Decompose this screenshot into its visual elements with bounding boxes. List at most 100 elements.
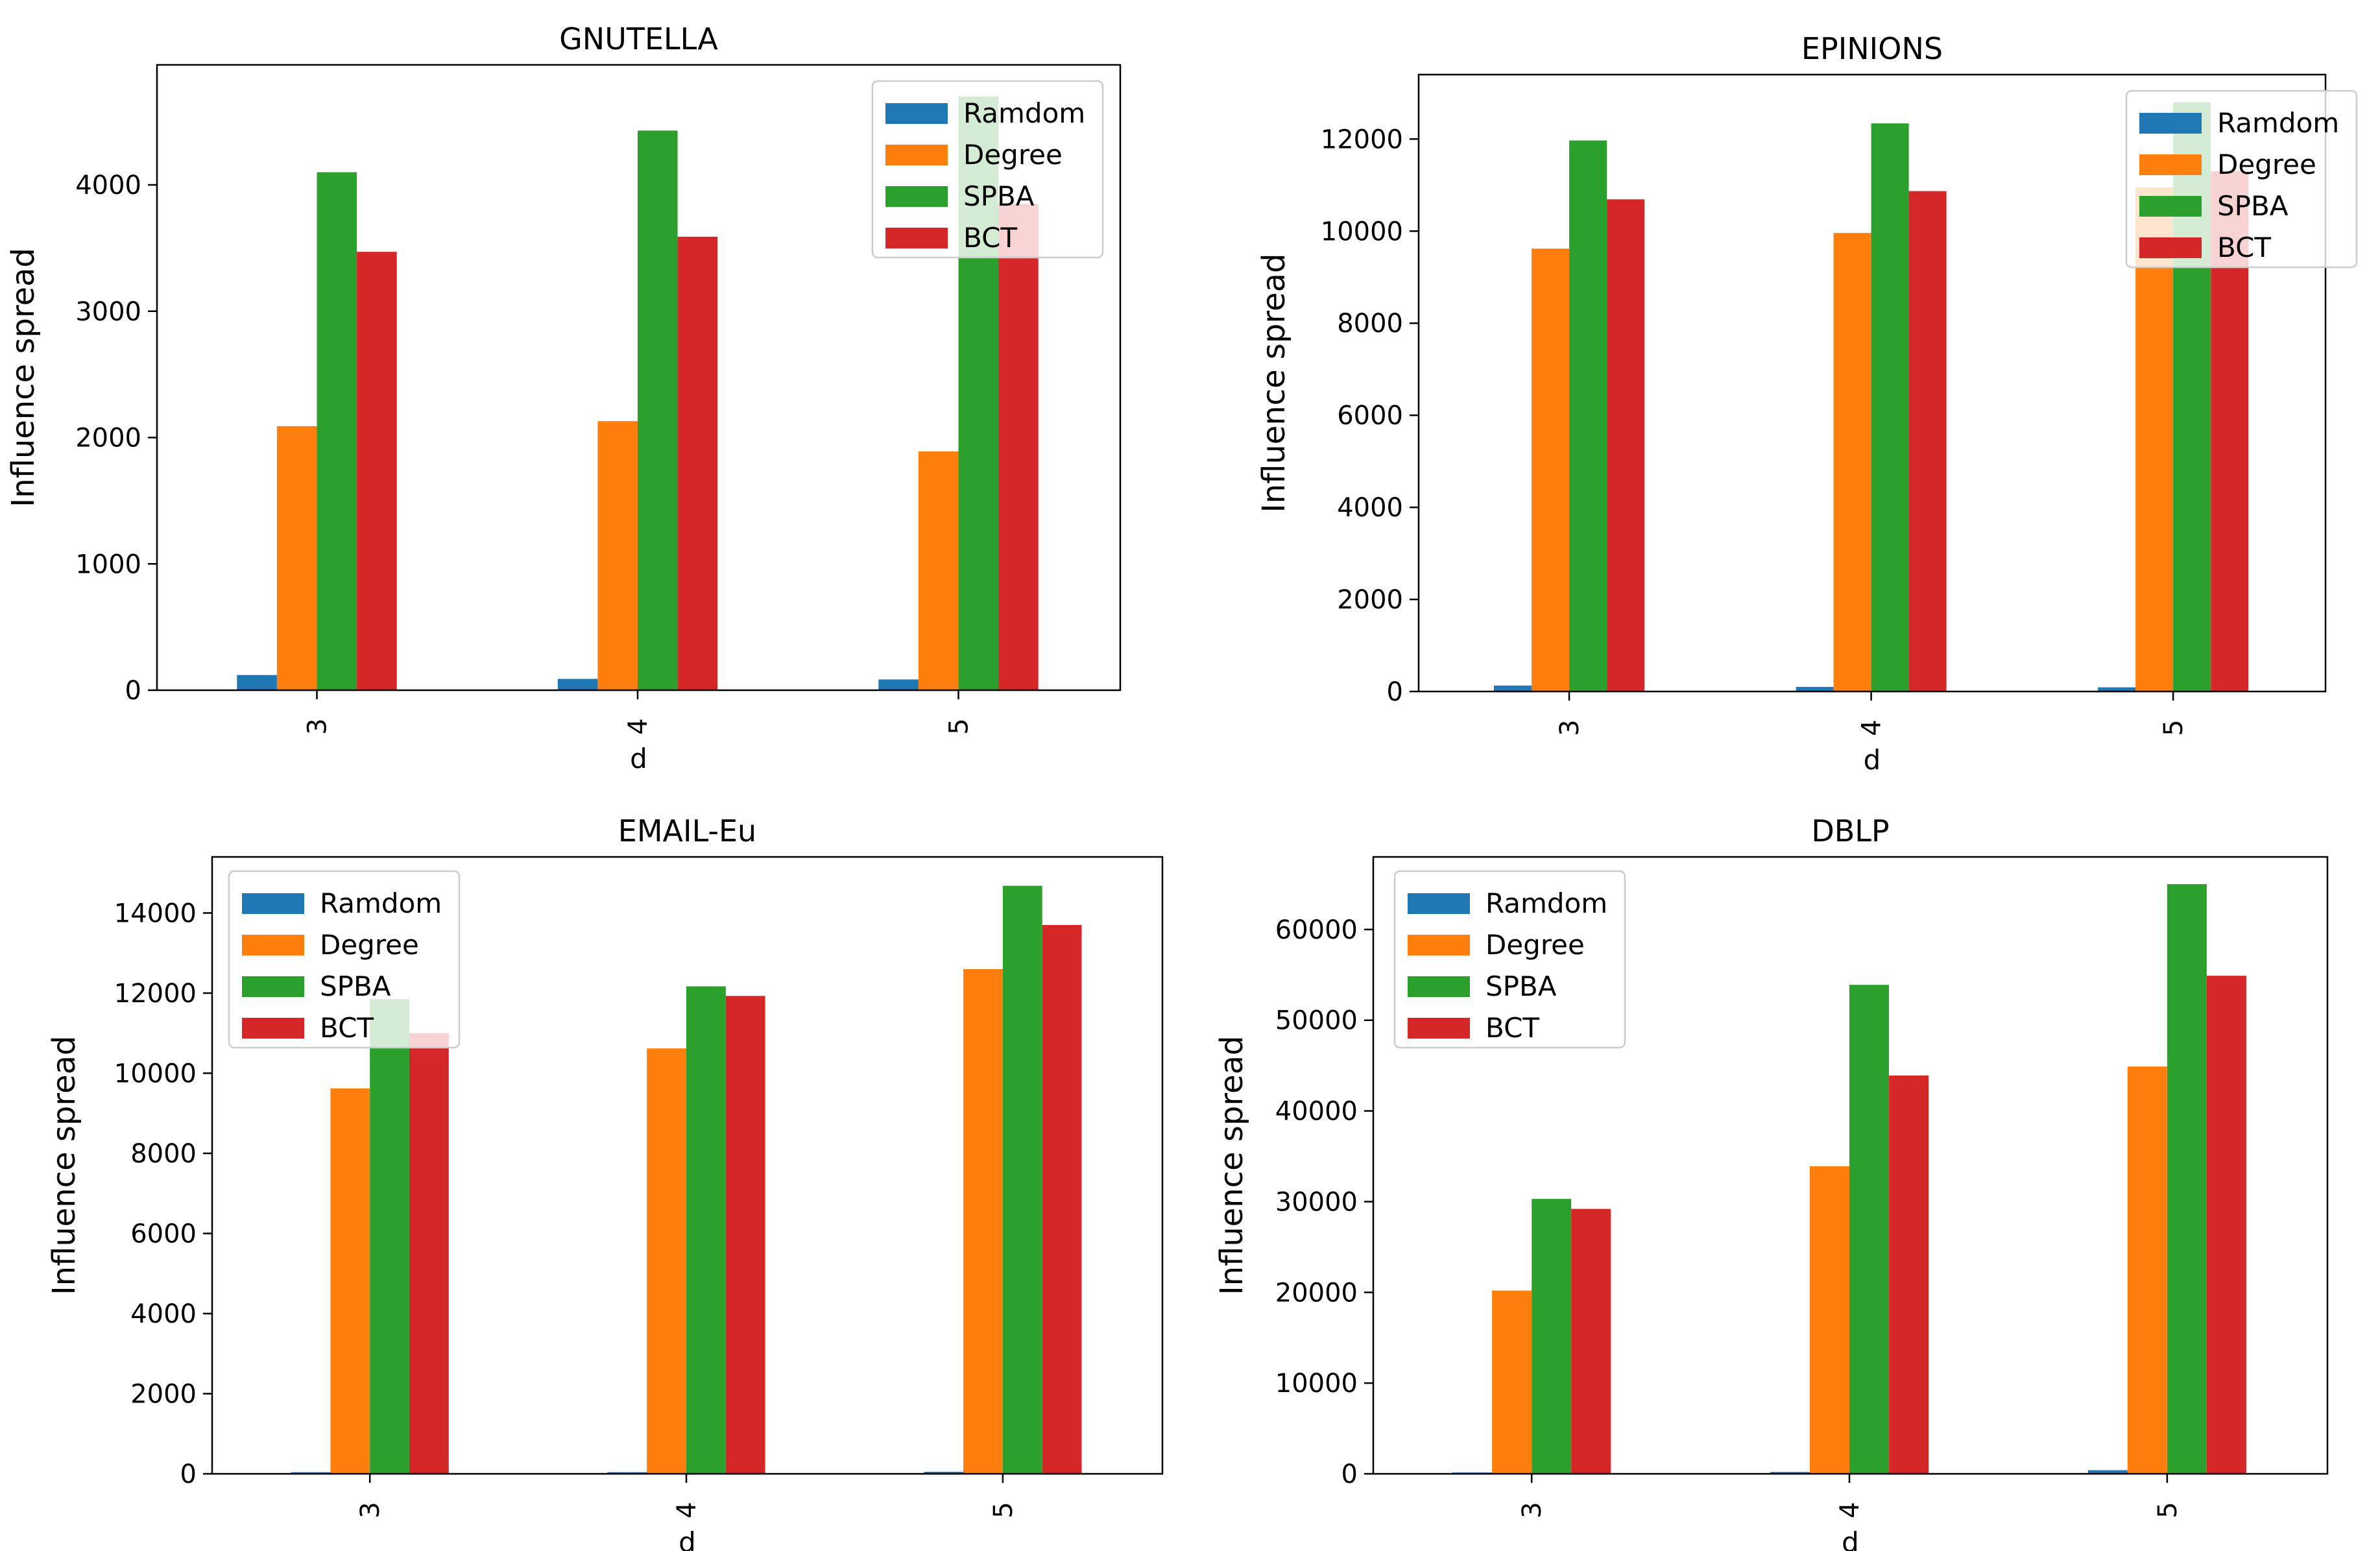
bar-ramdom-d4 [1796, 686, 1834, 691]
bar-degree-d5 [2135, 187, 2174, 691]
legend-swatch-degree [885, 145, 948, 165]
bar-bct-d3 [1571, 1208, 1611, 1474]
y-tick-label: 12000 [114, 979, 197, 1009]
legend-box [228, 870, 461, 1049]
y-tick-label: 3000 [75, 297, 141, 327]
legend-swatch-ramdom [1408, 893, 1470, 914]
bar-spba-d5 [2167, 884, 2207, 1474]
legend-box [871, 80, 1104, 259]
legend-swatch-bct [885, 228, 948, 248]
y-tick-label: 40000 [1275, 1097, 1358, 1127]
chart-title: DBLP [1811, 813, 1889, 848]
axes-frame [1372, 856, 2329, 1475]
legend-swatch-bct [2139, 237, 2202, 258]
bar-degree-d5 [963, 968, 1003, 1474]
y-tick-label: 4000 [75, 171, 141, 200]
bar-spba-d4 [1871, 123, 1909, 691]
chart-1: 0 2000 4000 6000 8000 10000 12000 3 4 5 d Influence… [1256, 31, 2358, 776]
bar-degree-d4 [647, 1048, 686, 1474]
legend-label-bct: BCT [963, 222, 1017, 254]
x-axis-label: d [1864, 744, 1881, 776]
legend-label-spba: SPBA [963, 180, 1035, 212]
x-axis-label: d [630, 743, 647, 775]
x-tick-label: 5 [2153, 1502, 2183, 1518]
bar-degree-d3 [1532, 248, 1570, 691]
bar-bct-d4 [1889, 1076, 1929, 1474]
bar-ramdom-d5 [2087, 1470, 2128, 1474]
bar-bct-d4 [725, 996, 765, 1474]
bar-spba-d3 [370, 999, 409, 1474]
legend-swatch-degree [2139, 154, 2202, 175]
bar-degree-d3 [330, 1088, 370, 1474]
y-axis-label: Influence spread [1214, 1036, 1250, 1295]
y-tick-label: 8000 [1337, 309, 1403, 339]
legend-swatch-spba [242, 976, 304, 997]
x-tick-label: 4 [1835, 1502, 1865, 1518]
bar-ramdom-d5 [924, 1471, 964, 1474]
x-tick-label: 3 [303, 718, 333, 734]
x-tick-label: 3 [1555, 719, 1585, 736]
axes-frame [156, 64, 1122, 691]
bar-bct-d5 [1042, 925, 1082, 1474]
y-tick-label: 0 [180, 1460, 197, 1489]
legend-label-degree: Degree [2217, 149, 2316, 180]
y-tick-label: 10000 [114, 1059, 197, 1088]
bar-degree-d4 [1810, 1166, 1849, 1474]
legend-label-bct: BCT [1485, 1012, 1539, 1044]
y-tick-label: 4000 [1337, 493, 1403, 523]
x-axis-label: d [1842, 1526, 1859, 1551]
y-tick-label: 12000 [1321, 125, 1403, 154]
chart-3: 0 10000 20000 30000 40000 50000 60000 3 4 5 d Influ… [1214, 813, 2329, 1551]
bar-bct-d5 [2206, 976, 2246, 1474]
bar-ramdom-d4 [1770, 1472, 1810, 1474]
legend-swatch-bct [242, 1018, 304, 1039]
chart-title: GNUTELLA [559, 21, 718, 56]
y-tick-label: 2000 [75, 424, 141, 453]
bar-bct-d3 [1607, 199, 1645, 691]
legend-swatch-ramdom [2139, 113, 2202, 134]
bar-bct-d3 [357, 252, 397, 690]
y-tick-label: 10000 [1321, 217, 1403, 246]
bar-ramdom-d3 [1494, 685, 1532, 691]
legend-box [2125, 90, 2358, 269]
legend-swatch-degree [1408, 935, 1470, 956]
bar-ramdom-d4 [557, 679, 598, 690]
bar-spba-d3 [1532, 1199, 1572, 1474]
bar-ramdom-d3 [237, 675, 277, 690]
bar-ramdom-d5 [2098, 687, 2136, 691]
legend-swatch-spba [2139, 196, 2202, 217]
y-tick-label: 50000 [1275, 1006, 1358, 1036]
bar-spba-d4 [638, 130, 678, 691]
legend-swatch-ramdom [242, 893, 304, 914]
bar-bct-d5 [998, 204, 1039, 690]
charts: 0 1000 2000 3000 4000 3 4 5 d Influence spread GNU… [5, 21, 2358, 1551]
legend-label-spba: SPBA [2217, 190, 2289, 222]
bar-bct-d3 [409, 1033, 449, 1474]
chart-2: 0 2000 4000 6000 8000 10000 12000 14000 3 4 5 d Infl… [46, 813, 1164, 1551]
x-tick-label: 4 [672, 1502, 702, 1518]
legend-label-spba: SPBA [320, 970, 391, 1002]
y-tick-label: 6000 [1337, 401, 1403, 431]
y-tick-label: 2000 [130, 1379, 197, 1409]
y-tick-label: 6000 [130, 1219, 197, 1249]
bar-degree-d3 [1492, 1290, 1532, 1474]
chart-title: EMAIL-Eu [618, 813, 756, 848]
y-tick-label: 0 [125, 676, 141, 706]
y-tick-label: 0 [1341, 1460, 1358, 1489]
bar-spba-d4 [686, 986, 726, 1474]
legend-label-ramdom: Ramdom [320, 887, 442, 919]
x-axis-label: d [679, 1526, 696, 1551]
x-tick-label: 5 [944, 718, 974, 734]
bar-bct-d4 [1908, 191, 1947, 692]
y-tick-label: 1000 [75, 549, 141, 579]
legend-label-ramdom: Ramdom [1485, 887, 1607, 919]
bar-degree-d5 [918, 451, 959, 690]
x-tick-label: 4 [1857, 719, 1887, 736]
x-tick-label: 3 [355, 1502, 385, 1518]
legend-label-spba: SPBA [1485, 970, 1557, 1002]
y-axis-label: Influence spread [46, 1036, 82, 1295]
x-tick-label: 5 [2159, 719, 2189, 736]
bar-ramdom-d5 [878, 679, 919, 690]
y-axis-label: Influence spread [1256, 254, 1292, 513]
